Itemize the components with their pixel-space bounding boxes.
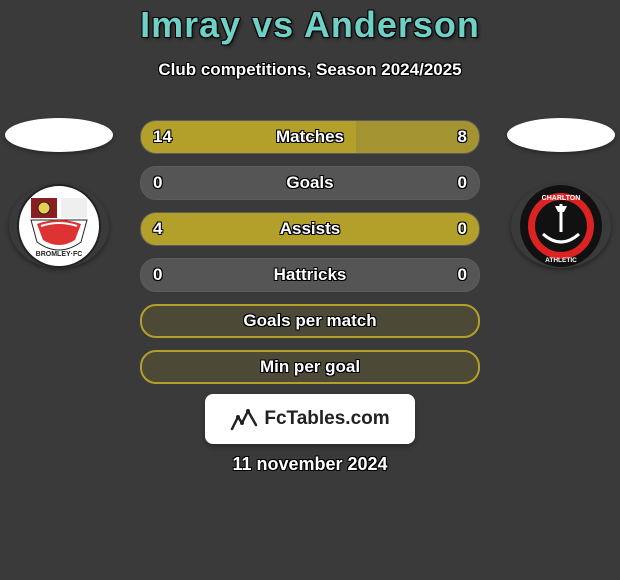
stat-label: Goals bbox=[141, 173, 479, 193]
svg-text:BROMLEY·FC: BROMLEY·FC bbox=[36, 251, 83, 258]
stat-label: Assists bbox=[141, 219, 479, 239]
full-row-goals-per-match: Goals per match bbox=[140, 304, 480, 338]
right-team-badge: CHARLTON ATHLETIC bbox=[511, 184, 611, 268]
stat-row-matches: Matches14 8 bbox=[140, 120, 480, 154]
stat-label: Hattricks bbox=[141, 265, 479, 285]
left-team-badge: BROMLEY·FC bbox=[9, 184, 109, 268]
stat-value-left: 0 bbox=[153, 173, 162, 193]
fctables-logo-icon bbox=[230, 407, 258, 431]
left-team-logos: BROMLEY·FC bbox=[4, 118, 114, 268]
comparison-card: Imray vs Anderson Club competitions, Sea… bbox=[0, 0, 620, 580]
stat-label: Matches bbox=[141, 127, 479, 147]
stat-value-left: 14 bbox=[153, 127, 172, 147]
svg-text:CHARLTON: CHARLTON bbox=[542, 195, 581, 202]
subtitle: Club competitions, Season 2024/2025 bbox=[0, 60, 620, 80]
date-text: 11 november 2024 bbox=[0, 454, 620, 475]
stats-column: Matches148Goals00Assists40Hattricks00Goa… bbox=[140, 120, 480, 384]
right-team-ellipse bbox=[507, 118, 615, 152]
stat-value-right: 0 bbox=[458, 219, 467, 239]
brand-box[interactable]: FcTables.com bbox=[205, 394, 415, 444]
stat-value-left: 4 bbox=[153, 219, 162, 239]
full-row-min-per-goal: Min per goal bbox=[140, 350, 480, 384]
svg-text:ATHLETIC: ATHLETIC bbox=[545, 257, 577, 264]
stat-value-right: 0 bbox=[458, 173, 467, 193]
stat-value-right: 0 bbox=[458, 265, 467, 285]
right-team-logos: CHARLTON ATHLETIC bbox=[506, 118, 616, 268]
page-title: Imray vs Anderson bbox=[0, 4, 620, 46]
stat-row-hattricks: Hattricks0 0 bbox=[140, 258, 480, 292]
bromley-badge-icon: BROMLEY·FC bbox=[9, 184, 109, 268]
brand-text: FcTables.com bbox=[264, 408, 389, 430]
left-team-ellipse bbox=[5, 118, 113, 152]
stat-row-goals: Goals0 0 bbox=[140, 166, 480, 200]
stat-value-right: 8 bbox=[458, 127, 467, 147]
stat-value-left: 0 bbox=[153, 265, 162, 285]
charlton-badge-icon: CHARLTON ATHLETIC bbox=[511, 184, 611, 268]
stat-row-assists: Assists4 0 bbox=[140, 212, 480, 246]
